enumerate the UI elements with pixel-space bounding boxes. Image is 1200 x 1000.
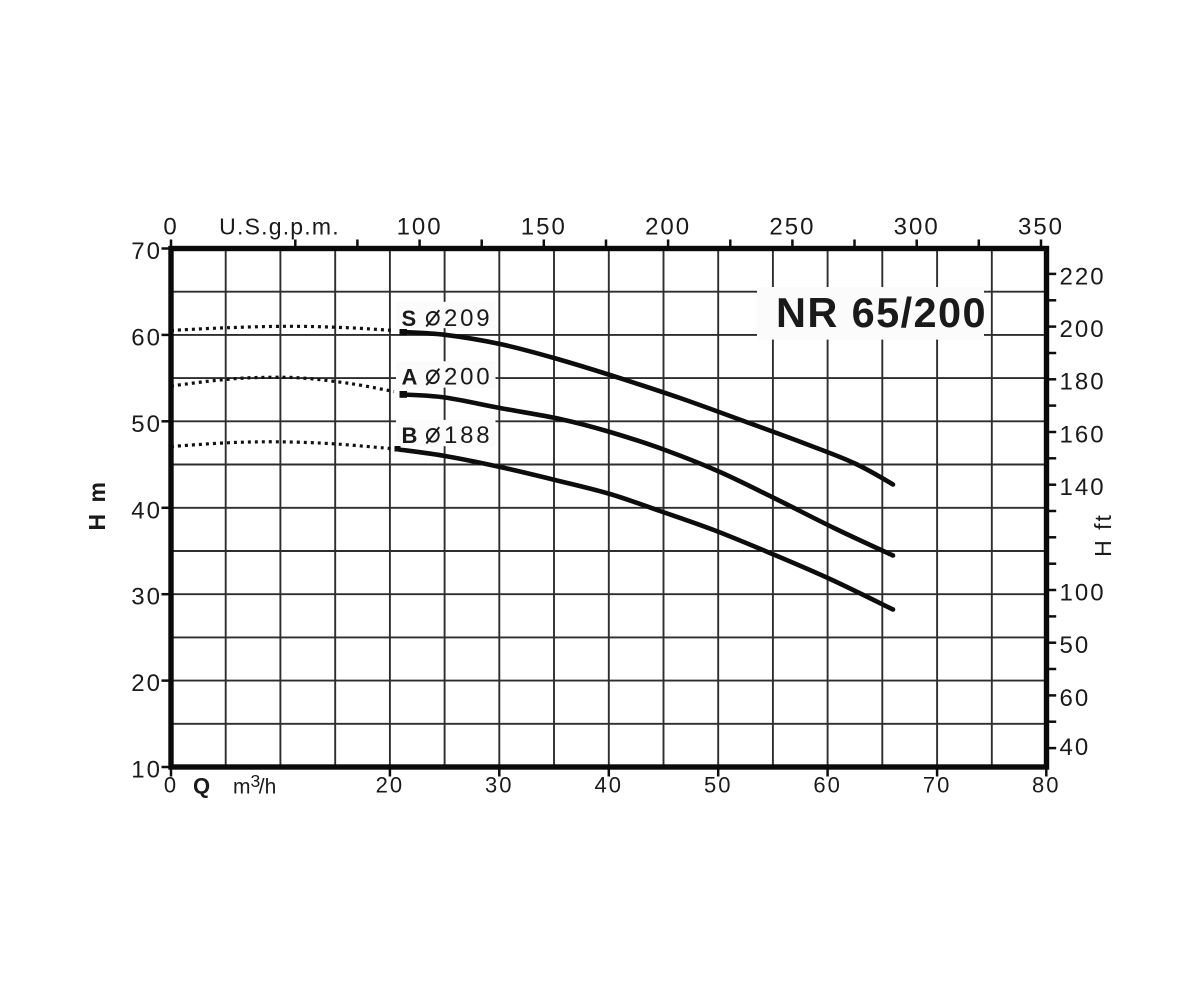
svg-text:H ft: H ft: [1090, 513, 1116, 557]
svg-text:200: 200: [444, 364, 492, 391]
svg-text:H m: H m: [84, 480, 110, 531]
svg-text:S: S: [402, 306, 417, 331]
svg-text:30: 30: [485, 773, 513, 798]
svg-text:200: 200: [645, 214, 691, 241]
svg-text:0: 0: [163, 214, 178, 241]
svg-text:20: 20: [376, 773, 404, 798]
svg-text:160: 160: [1060, 421, 1106, 448]
svg-text:209: 209: [444, 305, 492, 332]
svg-text:60: 60: [813, 773, 841, 798]
svg-text:m3/h: m3/h: [233, 771, 276, 799]
svg-text:80: 80: [1032, 773, 1060, 798]
svg-text:40: 40: [131, 497, 162, 524]
svg-text:NR 65/200: NR 65/200: [776, 289, 987, 336]
svg-text:200: 200: [1060, 316, 1106, 343]
svg-text:40: 40: [1060, 734, 1091, 761]
svg-text:50: 50: [704, 773, 732, 798]
svg-text:220: 220: [1060, 263, 1106, 290]
svg-text:U.S.g.p.m.: U.S.g.p.m.: [219, 214, 340, 240]
svg-text:B: B: [402, 423, 418, 448]
svg-text:10: 10: [131, 757, 162, 784]
svg-text:70: 70: [923, 773, 951, 798]
svg-text:50: 50: [131, 411, 162, 438]
svg-text:100: 100: [397, 214, 443, 241]
svg-text:140: 140: [1060, 474, 1106, 501]
svg-text:100: 100: [1060, 579, 1106, 606]
svg-text:60: 60: [131, 324, 162, 351]
svg-text:30: 30: [131, 584, 162, 611]
svg-text:A: A: [402, 365, 418, 390]
svg-text:70: 70: [131, 238, 162, 265]
svg-text:250: 250: [769, 214, 815, 241]
svg-text:50: 50: [1060, 632, 1091, 659]
svg-text:20: 20: [131, 670, 162, 697]
svg-text:0: 0: [164, 773, 178, 798]
svg-text:40: 40: [595, 773, 623, 798]
svg-text:60: 60: [1060, 685, 1091, 712]
svg-text:300: 300: [894, 214, 940, 241]
svg-text:150: 150: [521, 214, 567, 241]
svg-text:188: 188: [444, 422, 492, 449]
svg-text:350: 350: [1018, 214, 1064, 241]
svg-text:180: 180: [1060, 369, 1106, 396]
svg-text:Q: Q: [193, 774, 210, 799]
